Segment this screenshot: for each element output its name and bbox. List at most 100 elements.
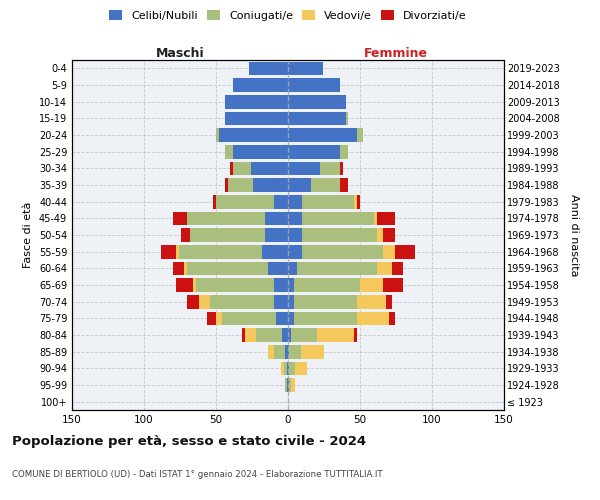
Bar [176, 245, 179, 258]
Bar [386, 295, 392, 308]
Bar [288, 328, 291, 342]
Bar [210, 295, 274, 308]
Bar [357, 312, 389, 325]
Bar [196, 278, 274, 292]
Text: Maschi: Maschi [155, 47, 205, 60]
Bar [287, 378, 288, 392]
Bar [249, 62, 288, 75]
Bar [265, 228, 288, 242]
Bar [268, 262, 288, 275]
Bar [288, 195, 302, 208]
Bar [274, 195, 288, 208]
Bar [242, 328, 245, 342]
Bar [301, 345, 324, 358]
Bar [383, 228, 395, 242]
Bar [383, 278, 403, 292]
Bar [340, 145, 349, 158]
Bar [233, 145, 288, 158]
Bar [256, 328, 282, 342]
Bar [311, 178, 340, 192]
Bar [274, 295, 288, 308]
Bar [340, 162, 343, 175]
Bar [284, 362, 287, 375]
Bar [173, 212, 187, 225]
Bar [289, 378, 291, 392]
Bar [219, 128, 288, 142]
Bar [181, 228, 190, 242]
Bar [354, 195, 357, 208]
Bar [173, 262, 184, 275]
Text: Femmine: Femmine [364, 47, 428, 60]
Bar [302, 228, 377, 242]
Bar [340, 178, 349, 192]
Bar [288, 212, 302, 225]
Bar [179, 245, 262, 258]
Bar [288, 262, 296, 275]
Bar [288, 312, 294, 325]
Bar [360, 278, 383, 292]
Bar [288, 245, 302, 258]
Bar [216, 128, 219, 142]
Y-axis label: Anni di nascita: Anni di nascita [569, 194, 579, 276]
Bar [288, 78, 340, 92]
Bar [233, 162, 251, 175]
Bar [357, 295, 386, 308]
Bar [224, 178, 227, 192]
Text: COMUNE DI BERTIOLO (UD) - Dati ISTAT 1° gennaio 2024 - Elaborazione TUTTITALIA.I: COMUNE DI BERTIOLO (UD) - Dati ISTAT 1° … [12, 470, 383, 479]
Bar [227, 178, 253, 192]
Bar [274, 278, 288, 292]
Bar [187, 262, 268, 275]
Bar [320, 162, 340, 175]
Bar [265, 212, 288, 225]
Bar [262, 245, 288, 258]
Bar [224, 95, 288, 108]
Bar [233, 78, 288, 92]
Bar [289, 345, 301, 358]
Bar [190, 228, 265, 242]
Bar [253, 178, 288, 192]
Bar [288, 162, 320, 175]
Bar [288, 112, 346, 125]
Bar [374, 212, 377, 225]
Bar [354, 328, 357, 342]
Bar [176, 278, 193, 292]
Bar [288, 145, 340, 158]
Bar [377, 212, 395, 225]
Bar [161, 245, 176, 258]
Bar [392, 262, 403, 275]
Bar [245, 328, 256, 342]
Bar [208, 312, 216, 325]
Text: Popolazione per età, sesso e stato civile - 2024: Popolazione per età, sesso e stato civil… [12, 435, 366, 448]
Bar [302, 212, 374, 225]
Bar [288, 228, 302, 242]
Bar [216, 195, 274, 208]
Legend: Celibi/Nubili, Coniugati/e, Vedovi/e, Divorziati/e: Celibi/Nubili, Coniugati/e, Vedovi/e, Di… [107, 8, 469, 23]
Bar [294, 278, 360, 292]
Bar [277, 312, 288, 325]
Bar [288, 278, 294, 292]
Bar [357, 195, 360, 208]
Bar [395, 245, 415, 258]
Bar [282, 328, 288, 342]
Bar [285, 378, 287, 392]
Bar [288, 345, 289, 358]
Bar [389, 312, 395, 325]
Bar [288, 178, 311, 192]
Bar [346, 112, 349, 125]
Bar [224, 112, 288, 125]
Y-axis label: Fasce di età: Fasce di età [23, 202, 33, 268]
Bar [187, 212, 265, 225]
Bar [251, 162, 288, 175]
Bar [377, 228, 383, 242]
Bar [377, 262, 392, 275]
Bar [281, 362, 284, 375]
Bar [296, 262, 377, 275]
Bar [285, 345, 288, 358]
Bar [302, 245, 383, 258]
Bar [184, 262, 187, 275]
Bar [294, 312, 357, 325]
Bar [287, 362, 288, 375]
Bar [199, 295, 210, 308]
Bar [224, 145, 233, 158]
Bar [288, 128, 357, 142]
